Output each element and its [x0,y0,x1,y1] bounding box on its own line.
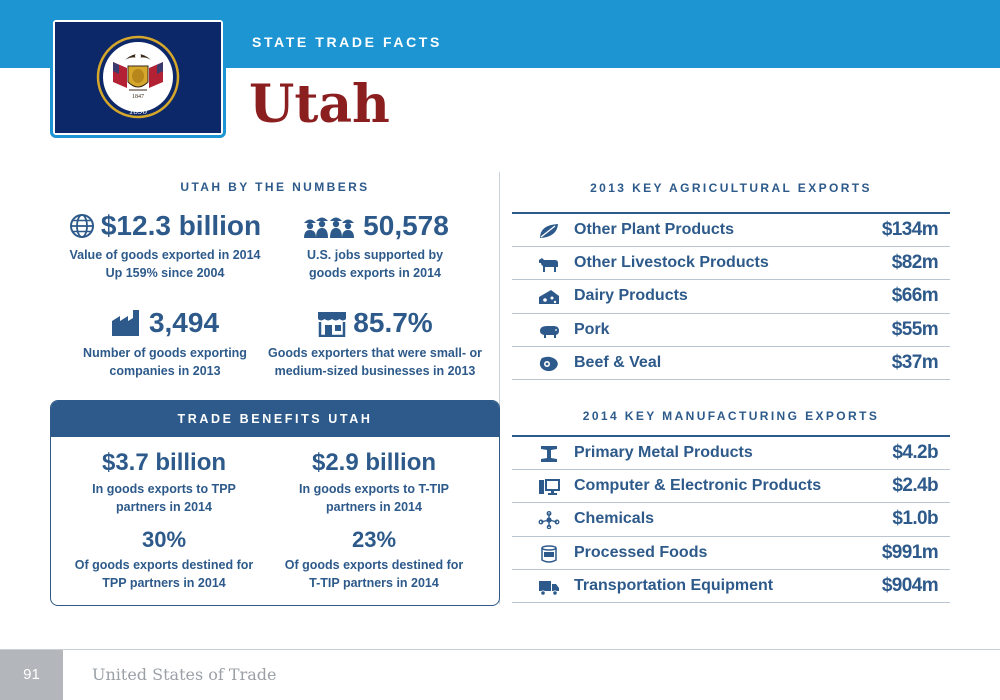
page-number: 91 [0,650,63,700]
export-value: $82m [891,251,939,273]
list-item: Primary Metal Products $4.2b [512,435,950,469]
export-value: $66m [891,285,939,306]
export-label: Dairy Products [574,287,688,304]
export-label: Beef & Veal [574,354,662,371]
stat-desc: Number of goods exporting [83,346,247,360]
export-value: $4.2b [892,442,938,463]
benefit-desc: partners in 2014 [326,500,422,514]
benefit-ttip-share: 23% Of goods exports destined for T-TIP … [269,527,479,592]
cheese-icon [539,290,559,304]
export-value: $1.0b [892,508,938,529]
trade-benefits-box: TRADE BENEFITS UTAH $3.7 billion In good… [50,400,500,606]
stat-value: 85.7% [353,307,433,338]
list-item: Processed Foods $991m [512,535,950,570]
benefit-tpp-value: $3.7 billion In goods exports to TPP par… [59,449,269,516]
pig-icon [540,325,559,338]
column-divider [499,172,500,604]
export-label: Processed Foods [574,543,708,561]
benefit-tpp-share: 30% Of goods exports destined for TPP pa… [59,527,269,592]
trade-benefits-title: TRADE BENEFITS UTAH [177,412,373,426]
benefit-desc: partners in 2014 [116,500,212,514]
svg-text:1847: 1847 [132,94,144,100]
stat-desc: medium-sized businesses in 2013 [274,364,476,378]
benefit-value: 30% [141,527,187,552]
export-label: Transportation Equipment [574,577,774,594]
export-label: Computer & Electronic Products [574,476,822,494]
export-label: Pork [574,320,610,338]
stat-desc: Goods exporters that were small- or [268,346,482,360]
stat-jobs: 50,578 U.S. jobs supported by goods expo… [265,210,485,282]
utah-seal-icon: 1847 1896 [96,35,180,119]
stat-companies: 3,494 Number of goods exporting companie… [50,307,280,380]
list-item: Pork $55m [512,312,950,347]
export-value: $2.4b [892,474,938,496]
benefit-desc: T-TIP partners in 2014 [309,576,439,590]
export-value: $55m [891,318,939,340]
benefit-desc: Of goods exports destined for [284,558,464,572]
benefit-desc: In goods exports to TPP [92,482,236,496]
list-item: Transportation Equipment $904m [512,569,950,603]
benefit-value: $2.9 billion [311,449,437,476]
export-value: $904m [881,575,939,596]
stat-value: $12.3 billion [100,210,262,241]
truck-icon [539,581,559,596]
workers-icon [304,217,355,238]
manufacturing-list: Primary Metal Products $4.2b Computer & … [512,435,950,603]
agricultural-list: Other Plant Products $134m Other Livesto… [512,212,950,380]
stat-small-business: 85.7% Goods exporters that were small- o… [262,307,488,380]
export-label: Other Livestock Products [574,253,769,271]
benefit-desc: In goods exports to T-TIP [299,482,449,496]
factory-icon [111,310,139,336]
list-item: Computer & Electronic Products $2.4b [512,468,950,503]
publication-title: United States of Trade [92,665,277,684]
cow-icon [539,257,558,272]
stat-desc: goods exports in 2014 [309,266,441,280]
export-value: $991m [881,541,939,563]
benefit-ttip-value: $2.9 billion In goods exports to T-TIP p… [269,449,479,516]
benefit-desc: Of goods exports destined for [74,558,254,572]
export-value: $134m [881,219,939,240]
list-item: Dairy Products $66m [512,279,950,313]
list-item: Other Livestock Products $82m [512,245,950,280]
leaf-icon [540,224,558,238]
can-icon [541,544,557,563]
computer-icon [539,478,560,495]
i-beam-icon [541,446,557,462]
utah-flag: 1847 1896 [55,22,221,133]
flag-year: 1896 [129,106,148,116]
numbers-title: UTAH BY THE NUMBERS [180,180,370,194]
stat-desc: Value of goods exported in 2014 [69,248,261,262]
benefit-desc: TPP partners in 2014 [102,576,226,590]
storefront-icon [318,312,347,337]
agricultural-title: 2013 KEY AGRICULTURAL EXPORTS [590,181,872,195]
list-item: Beef & Veal $37m [512,346,950,380]
stat-value: 50,578 [363,210,449,241]
footer-rule [0,649,1000,650]
export-label: Chemicals [574,510,655,527]
stat-exports-value: $12.3 billion Value of goods exported in… [50,210,280,282]
stat-desc: companies in 2013 [109,364,221,378]
globe-icon [69,214,94,238]
export-value: $37m [891,352,939,373]
stat-desc: U.S. jobs supported by [306,248,444,262]
benefit-value: $3.7 billion [101,449,227,476]
benefit-value: 23% [351,527,397,552]
export-label: Primary Metal Products [574,444,753,461]
list-item: Chemicals $1.0b [512,502,950,536]
page-title: Utah [249,74,390,135]
stat-desc: Up 159% since 2004 [105,266,225,280]
molecule-icon [538,511,560,529]
stat-value: 3,494 [148,307,220,338]
list-item: Other Plant Products $134m [512,212,950,246]
steak-icon [539,356,558,372]
export-label: Other Plant Products [574,221,735,238]
page-kicker: STATE TRADE FACTS [252,34,442,50]
trade-benefits-header: TRADE BENEFITS UTAH [51,401,499,437]
manufacturing-title: 2014 KEY MANUFACTURING EXPORTS [582,409,880,423]
